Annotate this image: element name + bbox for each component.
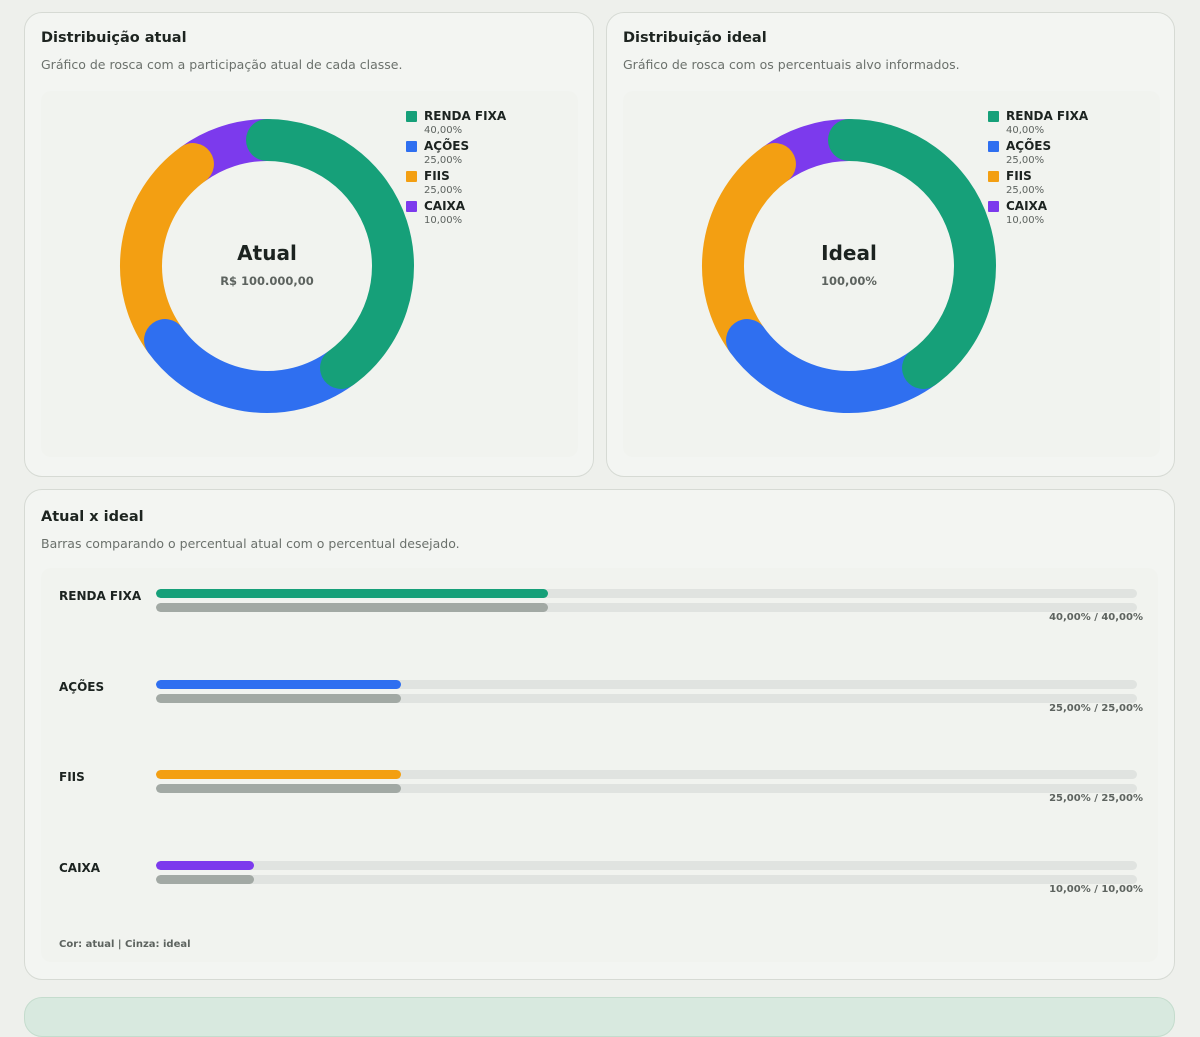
donut-atual-subtitle: Gráfico de rosca com a participação atua…: [41, 57, 403, 72]
donut-ideal-legend-label-renda-fixa: RENDA FIXA: [1006, 109, 1089, 123]
donut-ideal-legend-label-caixa: CAIXA: [1006, 199, 1048, 213]
donut-ideal-legend-label-acoes: AÇÕES: [1006, 139, 1052, 153]
donut-ideal-legend-swatch-fiis: [988, 171, 999, 182]
bar-track-atual-acoes: [156, 680, 1137, 689]
bar-ideal-fiis: [156, 784, 402, 793]
donut-ideal-plot: Ideal 100,00% RENDA FIXA 40,00% AÇÕES 25,00…: [623, 91, 1160, 457]
bar-value-label-fiis: 25,00% / 25,00%: [1049, 793, 1143, 804]
comparison-note: Cor: atual | Cinza: ideal: [59, 939, 191, 950]
bar-label-caixa: CAIXA: [59, 861, 101, 875]
bar-value-label-acoes: 25,00% / 25,00%: [1049, 703, 1143, 714]
donut-ideal-legend-swatch-caixa: [988, 201, 999, 212]
bar-ideal-renda-fixa: [156, 603, 549, 612]
bar-row-caixa: CAIXA 10,00% / 10,00%: [41, 861, 1143, 921]
donut-ideal-slice-fiis: [702, 143, 796, 362]
donut-atual-title: Distribuição atual: [41, 30, 187, 46]
donut-atual-center-value: R$ 100.000,00: [220, 274, 314, 288]
donut-ideal-legend-label-fiis: FIIS: [1006, 169, 1032, 183]
bar-ideal-acoes: [156, 694, 402, 703]
bar-value-label-renda-fixa: 40,00% / 40,00%: [1049, 612, 1143, 623]
donut-ideal-chart: [702, 119, 996, 413]
bar-atual-caixa: [156, 861, 255, 870]
bar-track-atual-fiis: [156, 770, 1137, 779]
donut-atual-legend-value-fiis: 25,00%: [424, 185, 463, 196]
donut-atual-legend-value-caixa: 10,00%: [424, 215, 463, 226]
donut-ideal-title: Distribuição ideal: [623, 30, 767, 46]
comparison-bars: RENDA FIXA 40,00% / 40,00% AÇÕES 25,00% / 2…: [41, 589, 1158, 949]
donut-ideal-legend-value-acoes: 25,00%: [1006, 155, 1045, 166]
bar-track-ideal-caixa: [156, 875, 1137, 884]
comparison-plot: [41, 568, 1158, 962]
donut-atual-plot: Atual R$ 100.000,00 RENDA FIXA 40,00% AÇÕE…: [41, 91, 578, 457]
bar-atual-acoes: [156, 680, 402, 689]
bar-track-ideal-acoes: [156, 694, 1137, 703]
bar-value-label-caixa: 10,00% / 10,00%: [1049, 884, 1143, 895]
donut-atual-card: Distribuição atual Gráfico de rosca com …: [24, 12, 594, 477]
donut-ideal-slice-acoes: [726, 319, 945, 413]
donut-atual-slice-renda-fixa: [246, 119, 414, 389]
bar-row-fiis: FIIS 25,00% / 25,00%: [41, 770, 1143, 830]
donut-atual-legend-label-acoes: AÇÕES: [424, 139, 470, 153]
donut-atual-legend-label-caixa: CAIXA: [424, 199, 466, 213]
bar-label-acoes: AÇÕES: [59, 680, 105, 694]
donut-ideal-legend-swatch-renda-fixa: [988, 111, 999, 122]
donut-ideal-legend-value-fiis: 25,00%: [1006, 185, 1045, 196]
donut-ideal-card: Distribuição ideal Gráfico de rosca com …: [606, 12, 1175, 477]
donut-atual-legend-swatch-renda-fixa: [406, 111, 417, 122]
donut-atual-slice-fiis: [120, 143, 214, 362]
bar-track-ideal-fiis: [156, 784, 1137, 793]
bar-row-renda-fixa: RENDA FIXA 40,00% / 40,00%: [41, 589, 1143, 649]
donut-atual-center-title: Atual: [237, 241, 297, 265]
next-section-card: [24, 997, 1175, 1037]
donut-ideal-subtitle: Gráfico de rosca com os percentuais alvo…: [623, 57, 960, 72]
bar-ideal-caixa: [156, 875, 255, 884]
bar-label-fiis: FIIS: [59, 770, 85, 784]
donut-atual-legend-label-fiis: FIIS: [424, 169, 450, 183]
donut-ideal-legend-value-renda-fixa: 40,00%: [1006, 125, 1045, 136]
bar-track-atual-caixa: [156, 861, 1137, 870]
donut-atual-legend-swatch-acoes: [406, 141, 417, 152]
comparison-title: Atual x ideal: [41, 509, 144, 525]
donut-atual-chart: [120, 119, 414, 413]
donut-atual-legend-value-acoes: 25,00%: [424, 155, 463, 166]
donut-atual-slice-acoes: [144, 319, 363, 413]
bar-label-renda-fixa: RENDA FIXA: [59, 589, 142, 603]
bar-atual-renda-fixa: [156, 589, 549, 598]
donut-ideal-slice-renda-fixa: [828, 119, 996, 389]
bar-row-acoes: AÇÕES 25,00% / 25,00%: [41, 680, 1143, 740]
donut-atual-legend-swatch-caixa: [406, 201, 417, 212]
donut-ideal-legend-value-caixa: 10,00%: [1006, 215, 1045, 226]
donut-atual-legend-value-renda-fixa: 40,00%: [424, 125, 463, 136]
donut-ideal-legend-swatch-acoes: [988, 141, 999, 152]
bar-atual-fiis: [156, 770, 402, 779]
bar-track-atual-renda-fixa: [156, 589, 1137, 598]
donut-ideal-center-value: 100,00%: [821, 274, 877, 288]
donut-ideal-center-title: Ideal: [821, 241, 877, 265]
donut-atual-legend-label-renda-fixa: RENDA FIXA: [424, 109, 507, 123]
donut-atual-legend-swatch-fiis: [406, 171, 417, 182]
comparison-subtitle: Barras comparando o percentual atual com…: [41, 536, 460, 551]
bar-track-ideal-renda-fixa: [156, 603, 1137, 612]
comparison-card: Atual x ideal Barras comparando o percen…: [24, 489, 1175, 980]
